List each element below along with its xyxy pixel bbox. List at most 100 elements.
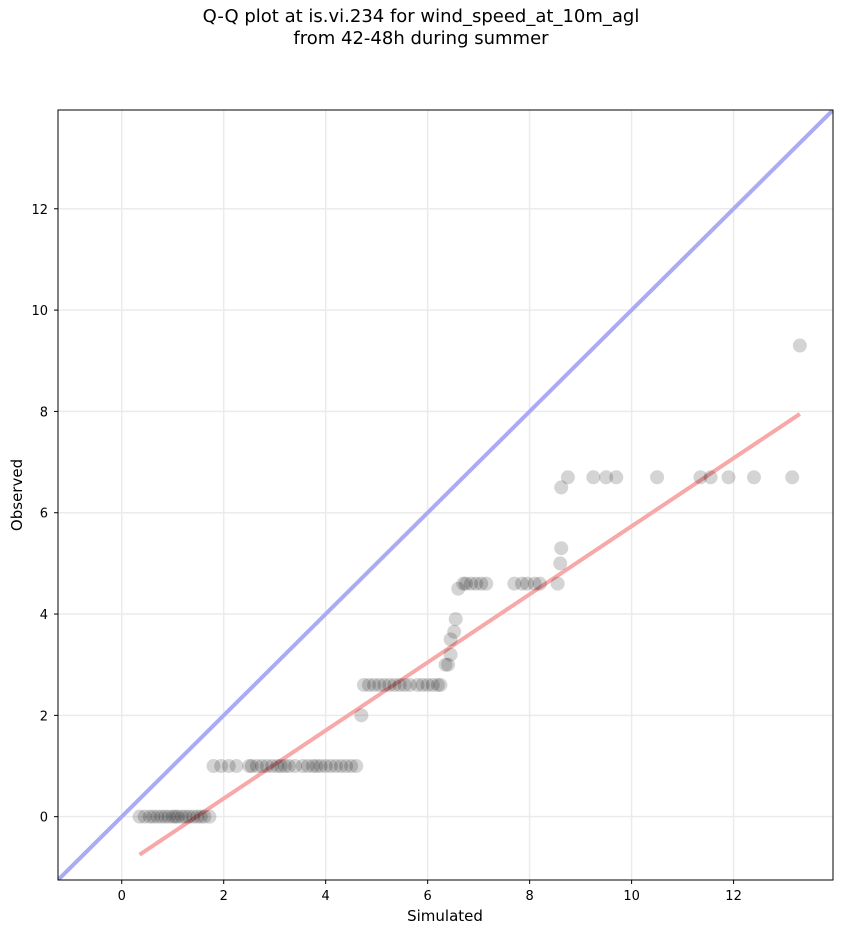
y-tick-label: 6: [40, 507, 48, 522]
x-tick-label: 0: [118, 889, 126, 904]
data-point: [609, 470, 624, 485]
data-point: [474, 576, 489, 591]
data-point: [300, 759, 315, 774]
data-point: [333, 759, 348, 774]
data-point: [328, 759, 343, 774]
chart-title: Q-Q plot at is.vi.234 for wind_speed_at_…: [0, 6, 842, 50]
data-point: [463, 576, 478, 591]
data-point: [550, 576, 565, 591]
data-point: [323, 759, 338, 774]
data-point: [746, 470, 761, 485]
reference-lines: [58, 110, 833, 880]
data-point: [349, 759, 364, 774]
data-point: [206, 759, 221, 774]
data-point: [397, 677, 412, 692]
data-point: [288, 759, 303, 774]
data-point: [168, 809, 183, 824]
data-point: [344, 759, 359, 774]
data-point: [146, 809, 161, 824]
y-tick-label: 10: [31, 304, 48, 319]
y-tick-label: 0: [40, 811, 48, 826]
x-tick-label: 4: [322, 889, 330, 904]
data-point: [295, 759, 310, 774]
data-point: [249, 759, 264, 774]
data-point: [599, 470, 614, 485]
data-point: [339, 759, 354, 774]
data-point: [514, 576, 529, 591]
data-point: [392, 677, 407, 692]
data-point: [387, 677, 402, 692]
data-point: [456, 576, 471, 591]
data-point: [309, 759, 324, 774]
data-point: [382, 677, 397, 692]
data-point: [367, 677, 382, 692]
data-point: [158, 809, 173, 824]
data-point: [553, 556, 568, 571]
data-point: [377, 677, 392, 692]
data-point: [273, 759, 288, 774]
data-point: [527, 576, 542, 591]
y-axis-label: Observed: [8, 459, 26, 531]
data-point: [420, 677, 435, 692]
grid-lines: [58, 110, 833, 880]
data-point: [260, 759, 275, 774]
data-point: [443, 632, 458, 647]
plot-frame: [57, 109, 834, 881]
data-point: [433, 677, 448, 692]
data-point: [193, 809, 208, 824]
data-points: [132, 338, 807, 824]
data-point: [792, 338, 807, 353]
data-point: [362, 677, 377, 692]
data-point: [532, 576, 547, 591]
data-point: [693, 470, 708, 485]
data-point: [448, 612, 463, 627]
data-point: [507, 576, 522, 591]
data-point: [244, 759, 259, 774]
data-point: [451, 581, 466, 596]
y-tick-label: 8: [40, 405, 48, 420]
data-point: [469, 576, 484, 591]
y-tick-label: 4: [40, 608, 48, 623]
data-point: [721, 470, 736, 485]
data-point: [425, 677, 440, 692]
x-tick-label: 8: [525, 889, 533, 904]
x-axis-label: Simulated: [407, 907, 483, 925]
data-point: [354, 708, 369, 723]
data-point: [221, 759, 236, 774]
y-tick-label: 12: [31, 203, 48, 218]
data-point: [150, 809, 165, 824]
data-point: [554, 480, 569, 495]
data-point: [356, 677, 371, 692]
chart-title-line-2: from 42-48h during summer: [293, 28, 549, 49]
data-point: [254, 759, 269, 774]
data-point: [281, 759, 296, 774]
data-point: [520, 576, 535, 591]
data-point: [165, 809, 180, 824]
data-point: [270, 759, 285, 774]
x-tick-label: 10: [623, 889, 640, 904]
identity-line: [58, 110, 833, 880]
data-point: [313, 759, 328, 774]
data-point: [182, 809, 197, 824]
data-point: [265, 759, 280, 774]
data-point: [170, 809, 185, 824]
data-point: [318, 759, 333, 774]
data-point: [174, 809, 189, 824]
data-point: [161, 809, 176, 824]
data-point: [142, 809, 157, 824]
data-point: [178, 809, 193, 824]
x-axis-ticks: 0 2 4 6 8 10 12: [118, 880, 742, 904]
chart-title-line-1: Q-Q plot at is.vi.234 for wind_speed_at_…: [202, 6, 640, 27]
fit-line: [138, 412, 801, 857]
data-point: [447, 624, 462, 639]
data-point: [441, 657, 456, 672]
x-tick-label: 12: [725, 889, 742, 904]
data-point: [202, 809, 217, 824]
data-point: [560, 470, 575, 485]
data-point: [438, 657, 453, 672]
data-point: [229, 759, 244, 774]
data-point: [277, 759, 292, 774]
data-point: [242, 759, 257, 774]
data-point: [402, 677, 417, 692]
